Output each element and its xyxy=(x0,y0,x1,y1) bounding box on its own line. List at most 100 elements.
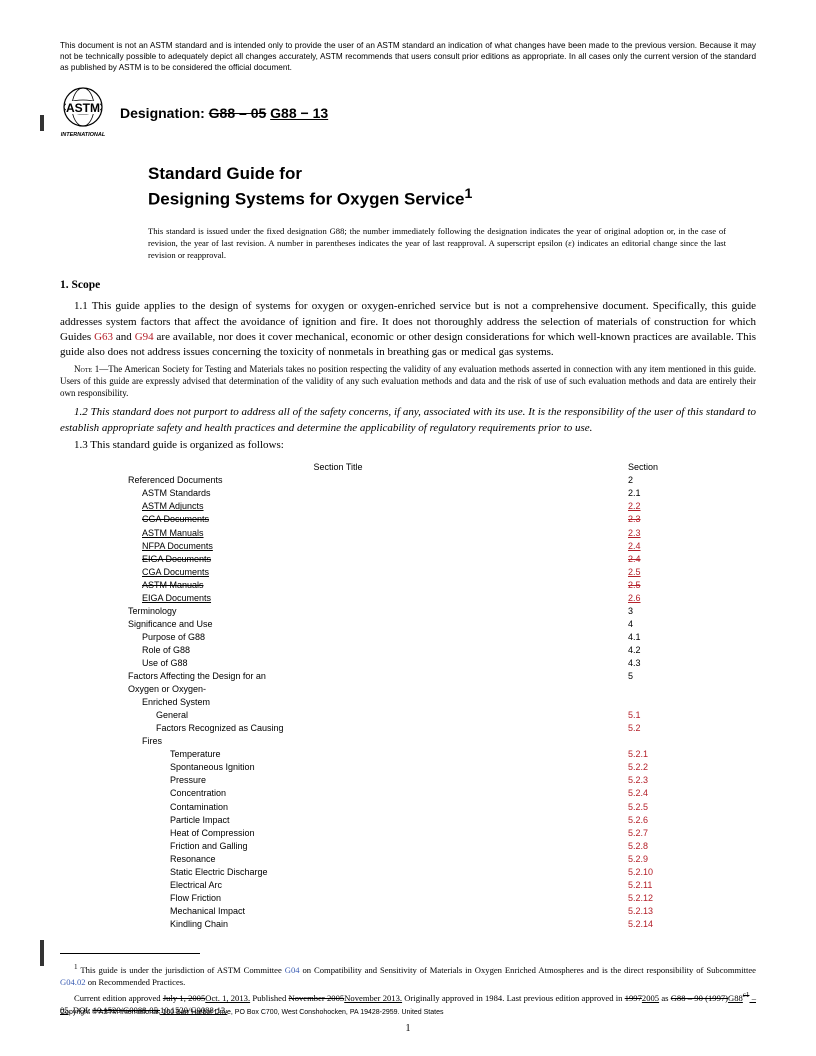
toc-section: 4 xyxy=(628,618,688,631)
toc-title: CGA Documents xyxy=(128,566,628,579)
title-line-1: Standard Guide for xyxy=(148,164,302,183)
toc-section: 5.2.7 xyxy=(628,827,688,840)
fn-strike: November 2005 xyxy=(289,993,345,1003)
toc-section: 2.4 xyxy=(628,540,688,553)
toc-row: Oxygen or Oxygen- xyxy=(128,683,688,696)
toc-title: Pressure xyxy=(128,774,628,787)
disclaimer-text: This document is not an ASTM standard an… xyxy=(60,40,756,73)
fn-text: on Recommended Practices. xyxy=(86,977,186,987)
note-num: 1— xyxy=(92,364,108,374)
fn-under: 2005 xyxy=(642,993,659,1003)
toc-section: 4.1 xyxy=(628,631,688,644)
toc-row: Fires xyxy=(128,735,688,748)
toc-section: 2.3 xyxy=(628,527,688,540)
toc-title: Purpose of G88 xyxy=(128,631,628,644)
toc-title: Fires xyxy=(128,735,628,748)
note-label: Note xyxy=(74,364,92,374)
toc-title: Referenced Documents xyxy=(128,474,628,487)
toc-row: Static Electric Discharge5.2.10 xyxy=(128,866,688,879)
toc-header: Section Title Section xyxy=(128,461,688,474)
title-line-2: Designing Systems for Oxygen Service xyxy=(148,190,465,209)
toc-row: Mechanical Impact5.2.13 xyxy=(128,905,688,918)
toc-row: Factors Affecting the Design for an5 xyxy=(128,670,688,683)
fn-text: as xyxy=(659,993,671,1003)
toc-section: 5.2.13 xyxy=(628,905,688,918)
note-text: The American Society for Testing and Mat… xyxy=(60,364,756,398)
link-g0402[interactable]: G04.02 xyxy=(60,977,86,987)
change-bar xyxy=(40,940,44,966)
fn-text: This guide is under the jurisdiction of … xyxy=(78,965,285,975)
toc-row: ASTM Manuals2.5 xyxy=(128,579,688,592)
toc-section: 3 xyxy=(628,605,688,618)
astm-logo: ASTM INTERNATIONAL xyxy=(60,87,106,139)
toc-body: Referenced Documents2ASTM Standards2.1AS… xyxy=(128,474,688,931)
toc-section: 5.1 xyxy=(628,709,688,722)
fn-under: Oct. 1, 2013. xyxy=(205,993,250,1003)
toc-title: ASTM Manuals xyxy=(128,579,628,592)
fn-strike: G88 – 90 (1997) xyxy=(671,993,728,1003)
toc-section: 5.2.10 xyxy=(628,866,688,879)
toc-row: Particle Impact5.2.6 xyxy=(128,814,688,827)
toc-title: Kindling Chain xyxy=(128,918,628,931)
title-sup: 1 xyxy=(465,186,473,202)
toc-section: 2.5 xyxy=(628,566,688,579)
toc-section: 5.2.8 xyxy=(628,840,688,853)
toc-title: Oxygen or Oxygen- xyxy=(128,683,628,696)
link-g94[interactable]: G94 xyxy=(135,331,154,343)
toc-title: Factors Recognized as Causing xyxy=(128,722,628,735)
para-1-3: 1.3 This standard guide is organized as … xyxy=(60,438,756,453)
toc-title: Contamination xyxy=(128,801,628,814)
toc-title: ASTM Manuals xyxy=(128,527,628,540)
footnote-rule xyxy=(60,953,200,960)
designation-old: G88 – 05 xyxy=(209,105,267,121)
toc-title: Temperature xyxy=(128,748,628,761)
designation-new: G88 − 13 xyxy=(270,105,328,121)
para-1-2: 1.2 This standard does not purport to ad… xyxy=(60,405,756,436)
toc-section: 2 xyxy=(628,474,688,487)
toc-title: Mechanical Impact xyxy=(128,905,628,918)
toc-section: 5.2.2 xyxy=(628,761,688,774)
toc-row: CGA Documents2.5 xyxy=(128,566,688,579)
link-g63[interactable]: G63 xyxy=(94,331,113,343)
toc-section: 2.3 xyxy=(628,513,688,526)
toc-title: Friction and Galling xyxy=(128,840,628,853)
document-title: Standard Guide for Designing Systems for… xyxy=(148,163,756,211)
toc-header-section: Section xyxy=(628,461,688,474)
toc-title: Factors Affecting the Design for an xyxy=(128,670,628,683)
toc-row: EIGA Documents2.4 xyxy=(128,553,688,566)
toc-row: ASTM Standards2.1 xyxy=(128,487,688,500)
scope-head: 1. Scope xyxy=(60,279,756,291)
toc-title: Role of G88 xyxy=(128,644,628,657)
toc-title: ASTM Standards xyxy=(128,487,628,500)
toc-title: Flow Friction xyxy=(128,892,628,905)
toc-section: 4.2 xyxy=(628,644,688,657)
toc-title: Electrical Arc xyxy=(128,879,628,892)
toc-row: Concentration5.2.4 xyxy=(128,787,688,800)
toc-section: 5.2.11 xyxy=(628,879,688,892)
toc-row: EIGA Documents2.6 xyxy=(128,592,688,605)
page-number: 1 xyxy=(0,1023,816,1034)
toc-section: 5.2.3 xyxy=(628,774,688,787)
copyright: Copyright © ASTM International, 100 Barr… xyxy=(60,1009,444,1016)
toc-header-title: Section Title xyxy=(128,461,628,474)
toc-section: 2.5 xyxy=(628,579,688,592)
toc-title: EIGA Documents xyxy=(128,592,628,605)
toc-title: ASTM Adjuncts xyxy=(128,500,628,513)
toc-row: Friction and Galling5.2.8 xyxy=(128,840,688,853)
toc-title: CGA Documents xyxy=(128,513,628,526)
toc-section: 5.2.6 xyxy=(628,814,688,827)
toc-title: Heat of Compression xyxy=(128,827,628,840)
toc-row: Flow Friction5.2.12 xyxy=(128,892,688,905)
toc-row: Kindling Chain5.2.14 xyxy=(128,918,688,931)
toc-section: 5 xyxy=(628,670,688,683)
toc-row: General5.1 xyxy=(128,709,688,722)
toc-section: 5.2.4 xyxy=(628,787,688,800)
link-g04[interactable]: G04 xyxy=(285,965,300,975)
toc-section: 2.1 xyxy=(628,487,688,500)
fn-text: Originally approved in 1984. Last previo… xyxy=(402,993,625,1003)
note-1: Note 1—The American Society for Testing … xyxy=(60,363,756,399)
toc-title: Particle Impact xyxy=(128,814,628,827)
toc-section: 2.6 xyxy=(628,592,688,605)
toc-row: ASTM Adjuncts2.2 xyxy=(128,500,688,513)
toc-row: Temperature5.2.1 xyxy=(128,748,688,761)
